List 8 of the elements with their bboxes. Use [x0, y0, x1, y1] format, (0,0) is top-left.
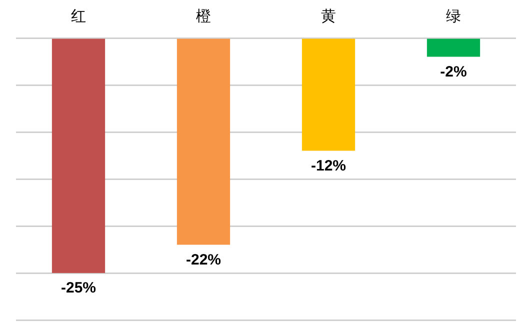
data-label: -25% [60, 280, 96, 297]
data-label: -2% [440, 63, 467, 80]
data-label: -22% [186, 251, 222, 268]
x-tick-label: 橙 [196, 6, 211, 25]
x-tick-label: 红 [71, 6, 86, 25]
x-tick-label: 绿 [446, 6, 461, 25]
data-label: -12% [310, 157, 346, 174]
x-tick-label: 黄 [321, 6, 336, 25]
